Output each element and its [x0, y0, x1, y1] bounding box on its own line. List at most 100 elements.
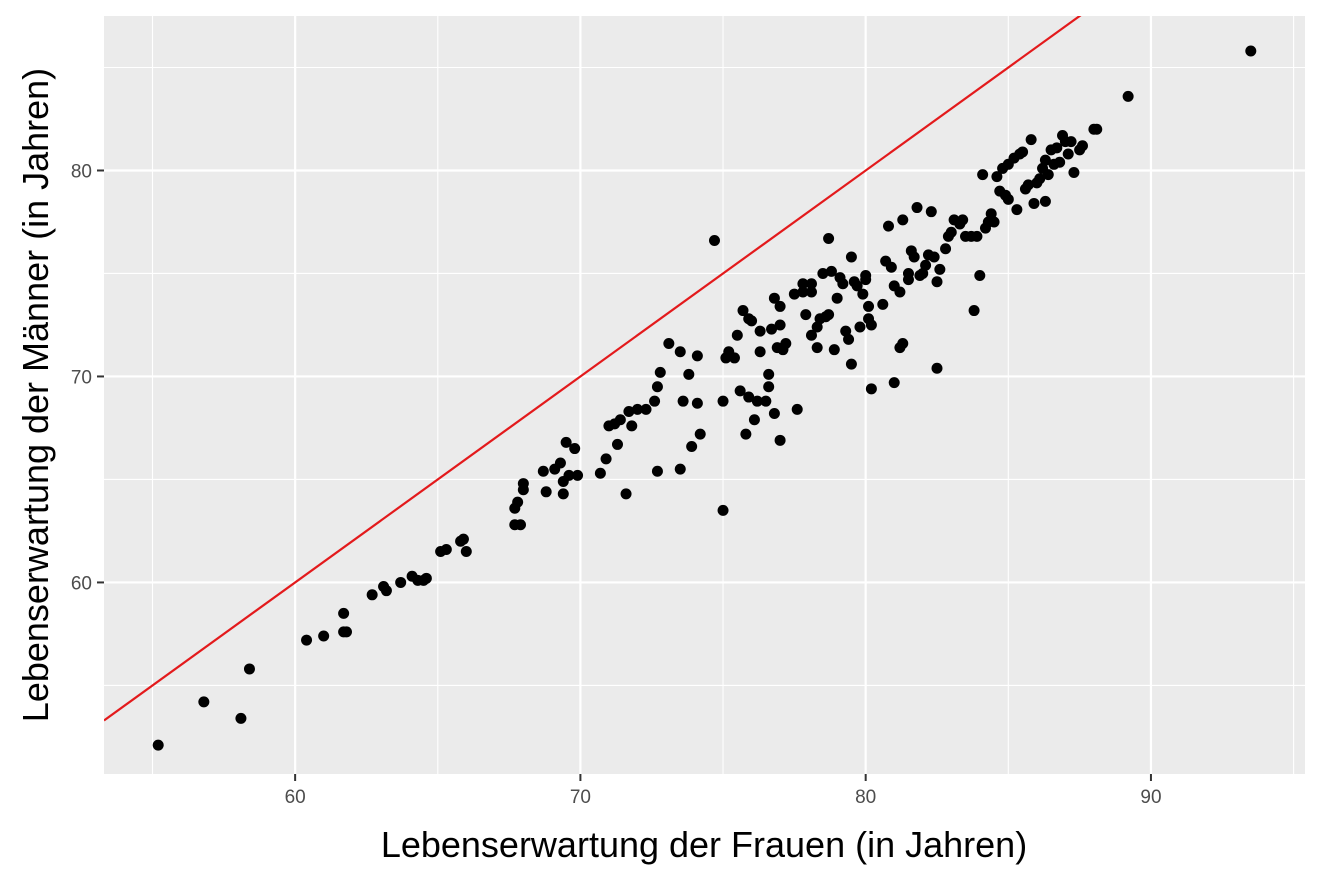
- data-point: [823, 232, 835, 244]
- data-point: [768, 292, 780, 304]
- data-points: [152, 45, 1257, 751]
- data-point: [805, 329, 817, 341]
- data-point: [934, 263, 946, 275]
- data-point: [754, 346, 766, 358]
- data-point: [974, 270, 986, 282]
- data-point: [517, 478, 529, 490]
- data-point: [1245, 45, 1257, 57]
- x-tick-label: 80: [855, 787, 876, 808]
- data-point: [152, 739, 164, 751]
- data-point: [691, 397, 703, 409]
- data-point: [620, 488, 632, 500]
- data-point: [883, 220, 895, 232]
- data-point: [845, 358, 857, 370]
- data-point: [540, 486, 552, 498]
- data-point: [823, 309, 835, 321]
- data-point: [825, 265, 837, 277]
- data-point: [774, 319, 786, 331]
- data-point: [340, 626, 352, 638]
- identity-reference-line: [104, 16, 1082, 722]
- data-point: [968, 305, 980, 317]
- y-tick-label: 70: [71, 367, 92, 388]
- data-point: [851, 280, 863, 292]
- data-point: [569, 443, 581, 455]
- data-point: [897, 338, 909, 350]
- x-axis-title: Lebenserwartung der Frauen (in Jahren): [381, 824, 1027, 865]
- data-point: [611, 438, 623, 450]
- y-axis-title: Lebenserwartung der Männer (in Jahren): [15, 68, 56, 722]
- data-point: [560, 436, 572, 448]
- data-point: [683, 368, 695, 380]
- data-point: [717, 504, 729, 516]
- data-point: [420, 572, 432, 584]
- data-point: [623, 405, 635, 417]
- data-point: [1039, 154, 1051, 166]
- data-point: [746, 315, 758, 327]
- data-point: [845, 251, 857, 263]
- data-point: [338, 607, 350, 619]
- data-point: [1011, 204, 1023, 216]
- data-point: [791, 403, 803, 415]
- data-point: [805, 278, 817, 290]
- data-point: [977, 169, 989, 181]
- x-tick-label: 70: [570, 787, 591, 808]
- data-point: [1068, 167, 1080, 179]
- x-tick-label: 60: [285, 787, 306, 808]
- data-point: [788, 288, 800, 300]
- data-point: [885, 261, 897, 273]
- data-point: [366, 589, 378, 601]
- data-point: [743, 391, 755, 403]
- data-point: [811, 342, 823, 354]
- data-point: [877, 298, 889, 310]
- data-point: [440, 543, 452, 555]
- data-point: [817, 267, 829, 279]
- data-point: [865, 383, 877, 395]
- data-point: [843, 333, 855, 345]
- data-point: [691, 350, 703, 362]
- data-point: [301, 634, 313, 646]
- data-point: [754, 325, 766, 337]
- data-point: [760, 395, 772, 407]
- data-point: [677, 395, 689, 407]
- data-point: [734, 385, 746, 397]
- data-point: [931, 276, 943, 288]
- data-point: [717, 395, 729, 407]
- data-point: [460, 546, 472, 558]
- data-point: [694, 428, 706, 440]
- data-point: [837, 278, 849, 290]
- data-point: [512, 496, 524, 508]
- data-point: [740, 428, 752, 440]
- x-axis-ticks: 60 70 80 90: [285, 774, 1162, 808]
- data-point: [902, 267, 914, 279]
- data-point: [651, 381, 663, 393]
- data-point: [768, 408, 780, 420]
- data-point: [1039, 195, 1051, 207]
- data-point: [797, 286, 809, 298]
- data-point: [1028, 197, 1040, 209]
- data-point: [751, 395, 763, 407]
- data-point: [572, 469, 584, 481]
- data-point: [971, 230, 983, 242]
- data-point: [708, 235, 720, 247]
- data-point: [395, 576, 407, 588]
- minor-gridlines: [104, 16, 1305, 774]
- data-point: [1002, 193, 1014, 205]
- reference-line-layer: [104, 16, 1082, 722]
- data-point: [651, 465, 663, 477]
- data-point: [554, 457, 566, 469]
- data-point: [988, 216, 1000, 228]
- data-point: [1025, 134, 1037, 146]
- data-point: [631, 403, 643, 415]
- data-point: [600, 453, 612, 465]
- data-point: [614, 414, 626, 426]
- data-point: [940, 243, 952, 255]
- data-point: [626, 420, 638, 432]
- data-point: [1122, 90, 1134, 102]
- data-point: [731, 329, 743, 341]
- data-point: [674, 463, 686, 475]
- data-point: [991, 171, 1003, 183]
- data-point: [654, 366, 666, 378]
- data-point: [1022, 179, 1034, 191]
- y-axis-ticks: 60 70 80: [71, 161, 104, 594]
- data-point: [763, 368, 775, 380]
